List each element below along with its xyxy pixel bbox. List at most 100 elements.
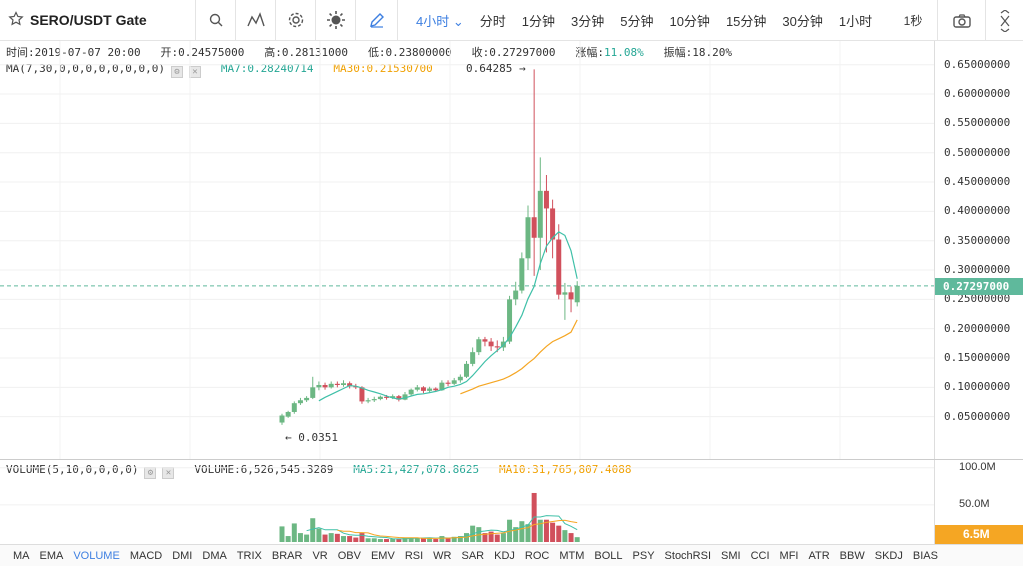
volume-bar	[285, 536, 291, 542]
candle-body	[543, 190, 549, 209]
indicator-bias[interactable]: BIAS	[912, 549, 938, 562]
interval-7[interactable]: 30分钟	[782, 13, 823, 29]
indicator-skdj[interactable]: SKDJ	[874, 549, 903, 562]
volume-bar	[427, 538, 433, 542]
interval-5[interactable]: 10分钟	[669, 13, 710, 29]
indicator-stochrsi[interactable]: StochRSI	[664, 549, 712, 562]
indicator-kdj[interactable]: KDJ	[494, 549, 515, 562]
symbol-section[interactable]: SERO/USDT Gate	[0, 0, 196, 40]
candle-body	[513, 290, 519, 300]
close-value: 收:0.27297000	[471, 46, 556, 59]
fullscreen-icon[interactable]	[985, 0, 1023, 41]
change-label: 涨幅:	[575, 46, 605, 59]
interval-1[interactable]: 分时	[479, 13, 506, 29]
candle-body	[451, 380, 457, 384]
theme-sun-icon[interactable]	[316, 0, 356, 40]
volume-bar	[457, 536, 463, 542]
ma-close-icon[interactable]: ✕	[188, 66, 201, 78]
volume-axis[interactable]: 100.0M 50.0M	[934, 460, 1023, 544]
camera-icon[interactable]	[937, 0, 985, 41]
candlestick-chart[interactable]	[0, 41, 934, 459]
indicator-obv[interactable]: OBV	[337, 549, 361, 562]
indicator-mtm[interactable]: MTM	[559, 549, 585, 562]
indicator-vr[interactable]: VR	[312, 549, 328, 562]
low-value: 低:0.23800000	[367, 46, 452, 59]
candle-body	[297, 400, 303, 404]
indicator-volume[interactable]: VOLUME	[73, 549, 120, 562]
candle-body	[427, 388, 433, 391]
volume-bar	[359, 533, 365, 542]
candle-body	[371, 399, 377, 401]
volume-bar	[402, 537, 408, 542]
candle-body	[279, 415, 285, 423]
price-tick: 0.45000000	[944, 175, 1011, 189]
indicator-dma[interactable]: DMA	[202, 549, 227, 562]
candle-body	[433, 388, 439, 391]
volume-bar	[365, 538, 371, 542]
interval-8[interactable]: 1小时	[838, 13, 873, 29]
interval-4[interactable]: 5分钟	[620, 13, 654, 29]
indicator-roc[interactable]: ROC	[524, 549, 550, 562]
time-value: 时间:2019-07-07 20:00	[6, 46, 141, 59]
volume-close-icon[interactable]: ✕	[162, 467, 175, 479]
ma-params: MA(7,30,0,0,0,0,0,0,0,0)	[6, 62, 165, 75]
star-icon[interactable]	[8, 10, 24, 30]
volume-bar	[297, 533, 303, 542]
indicator-emv[interactable]: EMV	[370, 549, 395, 562]
volume-bar	[550, 522, 556, 542]
price-tick: 0.15000000	[944, 351, 1011, 364]
ma30-line	[460, 319, 578, 395]
indicator-macd[interactable]: MACD	[129, 549, 163, 562]
indicator-sar[interactable]: SAR	[461, 549, 485, 562]
indicator-wr[interactable]: WR	[433, 549, 452, 562]
indicator-bbw[interactable]: BBW	[839, 549, 865, 562]
indicator-ma[interactable]: MA	[13, 549, 30, 562]
volume-bar	[543, 519, 549, 542]
indicator-trix[interactable]: TRIX	[236, 549, 262, 562]
symbol-title: SERO/USDT Gate	[30, 12, 147, 28]
volume-params: VOLUME(5,10,0,0,0,0)	[6, 463, 139, 476]
indicator-ema[interactable]: EMA	[39, 549, 64, 562]
candle-body	[519, 258, 525, 291]
ma-settings-icon[interactable]: ⚙	[170, 66, 183, 78]
candle-body	[359, 387, 365, 402]
settings-gear-icon[interactable]	[276, 0, 316, 40]
indicator-cci[interactable]: CCI	[750, 549, 770, 562]
search-icon[interactable]	[196, 0, 236, 40]
indicator-rsi[interactable]: RSI	[404, 549, 424, 562]
price-tick: 0.25000000	[944, 292, 1011, 306]
interval-0[interactable]: 4小时 ⌄	[416, 13, 464, 29]
refresh-interval-label[interactable]: 1秒	[903, 14, 923, 28]
candle-body	[457, 376, 463, 381]
volume-bar	[322, 534, 328, 542]
price-axis[interactable]: 0.65000000 0.60000000 0.55000000 0.50000000…	[934, 41, 1023, 459]
indicator-atr[interactable]: ATR	[808, 549, 830, 562]
volume-ma10-line	[337, 519, 578, 539]
candle-body	[347, 383, 353, 387]
interval-6[interactable]: 15分钟	[725, 13, 767, 29]
volume-chart[interactable]	[0, 460, 934, 544]
candle-body	[322, 384, 328, 388]
indicator-mfi[interactable]: MFI	[779, 549, 799, 562]
pane-separator[interactable]	[0, 459, 1023, 460]
interval-2[interactable]: 1分钟	[521, 13, 555, 29]
price-tick: 0.40000000	[944, 204, 1011, 218]
indicator-chart-icon[interactable]	[236, 0, 276, 40]
interval-3[interactable]: 3分钟	[571, 13, 605, 29]
price-tick: 0.30000000	[944, 263, 1011, 277]
candle-body	[556, 239, 562, 295]
volume-bar	[291, 523, 297, 542]
indicator-boll[interactable]: BOLL	[594, 549, 623, 562]
indicator-smi[interactable]: SMI	[721, 549, 741, 562]
volume-bar	[420, 538, 426, 542]
volume-bar	[414, 537, 420, 542]
indicator-dmi[interactable]: DMI	[172, 549, 193, 562]
top-toolbar: SERO/USDT Gate 4小时 ⌄ 分时 1分钟 3分钟 5分钟 10分钟 15分钟 3…	[0, 0, 1023, 41]
indicator-psy[interactable]: PSY	[632, 549, 655, 562]
volume-bar	[562, 530, 568, 542]
volume-bar	[304, 534, 310, 542]
volume-bar	[445, 538, 451, 542]
drawing-pencil-icon[interactable]	[356, 0, 398, 40]
candle-body	[377, 396, 383, 400]
indicator-brar[interactable]: BRAR	[271, 549, 303, 562]
